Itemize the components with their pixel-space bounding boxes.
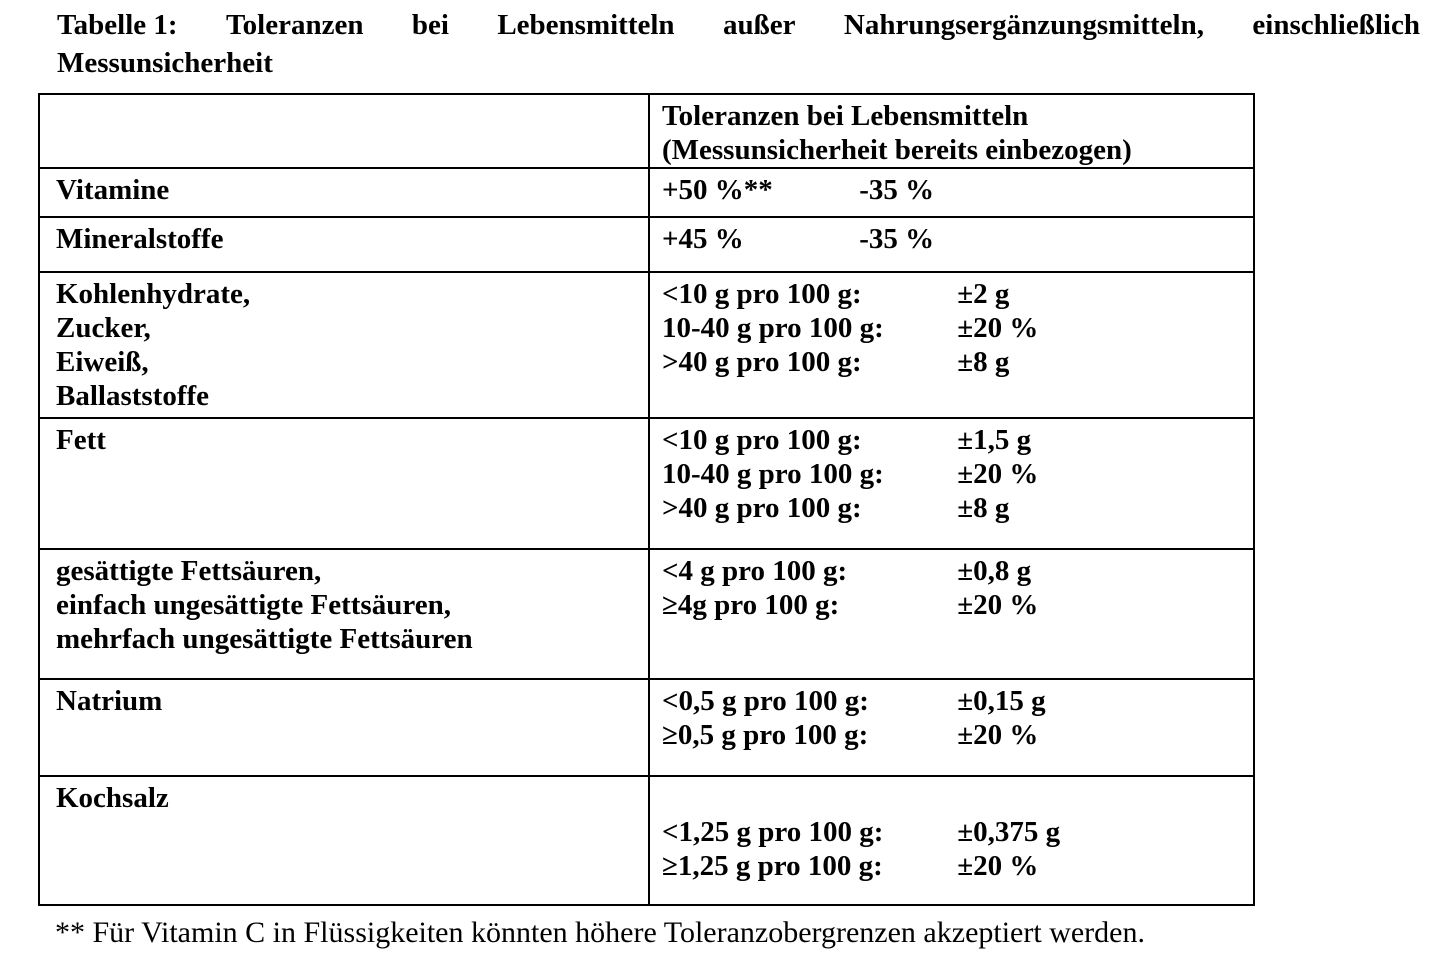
row-label: Zucker, [56,312,151,344]
condition-text: <10 g pro 100 g: [662,278,862,310]
table-row-kohlenhydrate: Kohlenhydrate, Zucker, Eiweiß, Ballastst… [38,271,1255,419]
table-caption-line1: Tabelle 1: Toleranzen bei Lebensmitteln … [57,6,1420,44]
row-values-cell: +50 %** -35 % [648,167,1255,218]
value-line: <0,5 g pro 100 g: ±0,15 g [662,684,1252,718]
row-label: einfach ungesättigte Fettsäuren, [56,589,451,621]
value-line: <4 g pro 100 g: ±0,8 g [662,554,1252,588]
row-values-cell: +45 % -35 % [648,216,1255,273]
value-line: >40 g pro 100 g: ±8 g [662,491,1252,525]
row-label-cell: Fett [38,417,650,550]
row-label: Natrium [56,685,163,717]
tolerance-value: ±2 g [957,278,1010,310]
condition-text: >40 g pro 100 g: [662,492,862,524]
table-row-fett: Fett <10 g pro 100 g: ±1,5 g 10-40 g pro… [38,417,1255,550]
tolerance-minus: -35 % [859,223,935,255]
tolerances-table: Toleranzen bei Lebensmitteln (Messunsich… [38,93,1255,906]
table-row-fettsaeuren: gesättigte Fettsäuren, einfach ungesätti… [38,548,1255,680]
tolerance-value: ±20 % [957,589,1039,621]
condition-text: ≥4g pro 100 g: [662,589,840,621]
value-line: 10-40 g pro 100 g: ±20 % [662,311,1252,345]
row-label-cell: Natrium [38,678,650,777]
table-header-row: Toleranzen bei Lebensmitteln (Messunsich… [38,93,1255,169]
tolerance-value: ±8 g [957,346,1010,378]
condition-text: <0,5 g pro 100 g: [662,685,869,717]
row-label: Kohlenhydrate, [56,278,251,310]
row-label-cell: Mineralstoffe [38,216,650,273]
condition-text: 10-40 g pro 100 g: [662,312,884,344]
row-label: Fett [56,424,106,456]
tolerance-value: ±20 % [957,719,1039,751]
row-label-cell: gesättigte Fettsäuren, einfach ungesätti… [38,548,650,680]
condition-text: <4 g pro 100 g: [662,555,848,587]
tolerance-value: ±1,5 g [957,424,1032,456]
footnote: ** Für Vitamin C in Flüssigkeiten könnte… [55,916,1145,949]
tolerance-value: ±0,15 g [957,685,1046,717]
caption-word: Nahrungsergänzungsmitteln, [843,9,1204,41]
row-label-cell: Vitamine [38,167,650,218]
value-line: <1,25 g pro 100 g: ±0,375 g [662,815,1252,849]
row-label: Eiweiß, [56,346,149,378]
row-values-cell: <10 g pro 100 g: ±2 g 10-40 g pro 100 g:… [648,271,1255,419]
table-row-kochsalz: Kochsalz <1,25 g pro 100 g: ±0,375 g ≥1,… [38,775,1255,906]
header-line: (Messunsicherheit bereits einbezogen) [662,134,1132,166]
caption-word: einschließlich [1252,9,1420,41]
caption-word: Tabelle 1: [57,9,178,41]
caption-word: bei [411,9,449,41]
condition-text: >40 g pro 100 g: [662,346,862,378]
tolerance-value: ±20 % [957,458,1039,490]
row-values-cell: <1,25 g pro 100 g: ±0,375 g ≥1,25 g pro … [648,775,1255,906]
value-line: <10 g pro 100 g: ±2 g [662,277,1252,311]
row-label-cell: Kochsalz [38,775,650,906]
caption-word: Toleranzen [225,9,364,41]
caption-word: außer [722,9,796,41]
condition-text: 10-40 g pro 100 g: [662,458,884,490]
table-caption: Tabelle 1: Toleranzen bei Lebensmitteln … [57,6,1420,82]
row-label: Mineralstoffe [56,223,224,255]
value-line: <10 g pro 100 g: ±1,5 g [662,423,1252,457]
tolerance-plus: +45 % [662,223,744,255]
row-label-cell: Kohlenhydrate, Zucker, Eiweiß, Ballastst… [38,271,650,419]
value-line: +50 %** -35 % [662,173,1252,207]
row-values-cell: <4 g pro 100 g: ±0,8 g ≥4g pro 100 g: ±2… [648,548,1255,680]
condition-text: ≥0,5 g pro 100 g: [662,719,869,751]
caption-word: Lebensmitteln [497,9,675,41]
value-line: +45 % -35 % [662,222,1252,256]
row-label: Ballaststoffe [56,380,210,412]
value-line: ≥1,25 g pro 100 g: ±20 % [662,849,1252,883]
condition-text: <1,25 g pro 100 g: [662,816,884,848]
tolerance-value: ±0,375 g [957,816,1061,848]
table-row-mineralstoffe: Mineralstoffe +45 % -35 % [38,216,1255,273]
table-row-natrium: Natrium <0,5 g pro 100 g: ±0,15 g ≥0,5 g… [38,678,1255,777]
tolerance-value: ±8 g [957,492,1010,524]
header-line: Toleranzen bei Lebensmitteln [662,100,1029,132]
tolerance-minus: -35 % [859,174,935,206]
value-line: 10-40 g pro 100 g: ±20 % [662,457,1252,491]
header-empty-cell [38,93,650,169]
condition-text: <10 g pro 100 g: [662,424,862,456]
value-line: ≥0,5 g pro 100 g: ±20 % [662,718,1252,752]
tolerance-value: ±0,8 g [957,555,1032,587]
value-line: >40 g pro 100 g: ±8 g [662,345,1252,379]
tolerance-plus: +50 %** [662,174,773,206]
row-label: mehrfach ungesättigte Fettsäuren [56,623,473,655]
row-label: gesättigte Fettsäuren, [56,555,322,587]
value-line: ≥4g pro 100 g: ±20 % [662,588,1252,622]
table-caption-line2: Messunsicherheit [57,47,273,79]
row-label: Kochsalz [56,782,169,814]
header-cell: Toleranzen bei Lebensmitteln (Messunsich… [648,93,1255,169]
condition-text: ≥1,25 g pro 100 g: [662,850,883,882]
tolerance-value: ±20 % [957,312,1039,344]
row-values-cell: <10 g pro 100 g: ±1,5 g 10-40 g pro 100 … [648,417,1255,550]
tolerance-value: ±20 % [957,850,1039,882]
value-line-blank [662,781,1252,815]
table-row-vitamine: Vitamine +50 %** -35 % [38,167,1255,218]
row-label: Vitamine [56,174,170,206]
row-values-cell: <0,5 g pro 100 g: ±0,15 g ≥0,5 g pro 100… [648,678,1255,777]
